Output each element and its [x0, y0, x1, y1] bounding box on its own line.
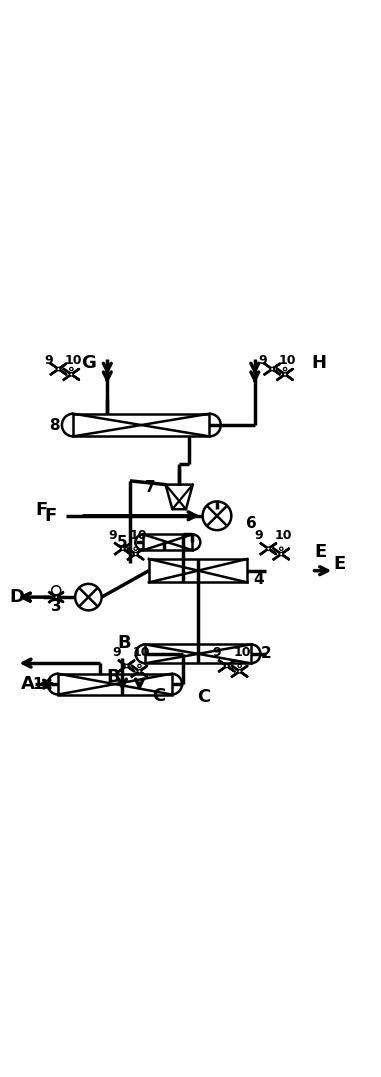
Text: 3: 3	[51, 599, 62, 614]
Text: F: F	[45, 507, 57, 524]
Text: 10: 10	[279, 354, 296, 367]
Text: C: C	[152, 687, 165, 705]
Circle shape	[70, 367, 73, 370]
Text: H: H	[312, 353, 327, 372]
Text: 8: 8	[49, 418, 60, 433]
Text: B: B	[117, 633, 131, 652]
Circle shape	[70, 373, 73, 376]
Circle shape	[138, 670, 141, 673]
Text: 10: 10	[129, 529, 147, 542]
Circle shape	[283, 367, 287, 370]
Text: 9: 9	[112, 646, 121, 659]
Text: 4: 4	[253, 572, 264, 587]
Circle shape	[280, 547, 283, 550]
Text: B: B	[106, 668, 120, 686]
Circle shape	[134, 547, 137, 550]
Circle shape	[271, 367, 274, 370]
Circle shape	[57, 367, 60, 370]
Text: 9: 9	[254, 529, 263, 542]
Text: G: G	[81, 353, 96, 372]
Text: 9: 9	[213, 646, 221, 659]
Text: 7: 7	[146, 480, 156, 495]
Text: 6: 6	[246, 516, 256, 531]
Text: E: E	[315, 543, 327, 561]
Text: 5: 5	[117, 535, 128, 549]
Circle shape	[121, 547, 125, 550]
Text: 9: 9	[109, 529, 117, 542]
Text: A: A	[21, 675, 35, 694]
Circle shape	[238, 670, 241, 673]
Text: 9: 9	[44, 354, 53, 367]
Text: 10: 10	[275, 529, 292, 542]
Bar	[145, 644, 251, 663]
Circle shape	[125, 665, 128, 668]
Text: D: D	[9, 588, 24, 606]
Circle shape	[52, 586, 61, 595]
Text: 10: 10	[133, 646, 150, 659]
Bar	[149, 559, 247, 583]
Circle shape	[225, 665, 229, 668]
Circle shape	[280, 553, 283, 556]
Bar	[73, 414, 210, 436]
Circle shape	[283, 373, 287, 376]
Circle shape	[238, 665, 241, 668]
Text: E: E	[334, 555, 346, 573]
Circle shape	[54, 596, 58, 599]
Text: 10: 10	[233, 646, 251, 659]
Circle shape	[267, 547, 270, 550]
Circle shape	[203, 502, 231, 530]
Circle shape	[134, 553, 137, 556]
Text: C: C	[197, 687, 210, 705]
Circle shape	[75, 584, 102, 611]
Text: 9: 9	[258, 354, 267, 367]
Text: 10: 10	[65, 354, 82, 367]
Text: F: F	[35, 501, 47, 519]
Text: 2: 2	[261, 646, 272, 661]
Bar	[58, 674, 171, 695]
Circle shape	[138, 665, 141, 668]
Text: 1: 1	[32, 676, 43, 691]
Bar	[143, 534, 192, 550]
